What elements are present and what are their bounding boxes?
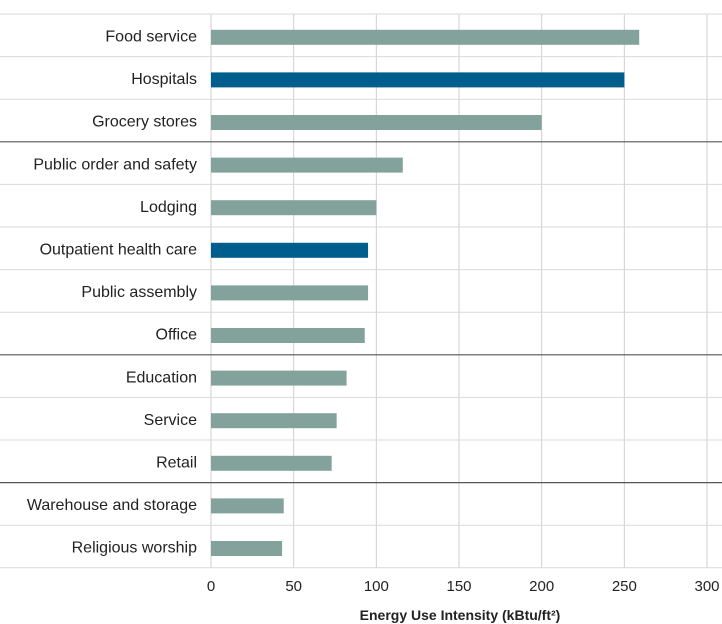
category-label-hospitals: Hospitals xyxy=(131,71,197,88)
bar-office xyxy=(211,328,365,343)
category-label-public-order-and-safety: Public order and safety xyxy=(33,156,197,173)
category-label-religious-worship: Religious worship xyxy=(72,540,197,557)
category-label-outpatient-health-care: Outpatient health care xyxy=(40,242,198,259)
x-tick-label-0: 0 xyxy=(207,578,215,595)
bars xyxy=(211,29,640,556)
x-tick-label-100: 100 xyxy=(364,578,389,595)
bar-food-service xyxy=(211,29,640,45)
grid-lines xyxy=(210,14,708,568)
x-tick-label-50: 50 xyxy=(285,578,302,595)
category-label-retail: Retail xyxy=(156,455,197,472)
category-label-warehouse-and-storage: Warehouse and storage xyxy=(27,497,197,514)
bar-hospitals xyxy=(211,72,625,88)
bar-outpatient-health-care xyxy=(211,242,369,258)
category-label-grocery-stores: Grocery stores xyxy=(92,114,197,131)
x-tick-label-300: 300 xyxy=(694,578,719,595)
bar-public-assembly xyxy=(211,285,369,301)
category-label-service: Service xyxy=(144,412,197,429)
category-label-lodging: Lodging xyxy=(140,199,197,216)
bar-public-order-and-safety xyxy=(211,157,403,173)
bar-education xyxy=(211,370,347,386)
bar-service xyxy=(211,413,337,429)
category-label-office: Office xyxy=(156,327,198,344)
bar-warehouse-and-storage xyxy=(211,498,284,514)
x-tick-label-150: 150 xyxy=(446,578,471,595)
category-label-public-assembly: Public assembly xyxy=(81,284,197,301)
bar-retail xyxy=(211,455,332,471)
category-label-food-service: Food service xyxy=(105,29,197,46)
category-labels: Food service Hospitals Grocery stores Publi… xyxy=(27,29,197,557)
x-tick-label-250: 250 xyxy=(612,578,637,595)
category-label-education: Education xyxy=(126,369,197,386)
x-tick-labels: 0 50 100 150 200 250 300 xyxy=(207,578,720,595)
bar-lodging xyxy=(211,200,377,216)
x-tick-label-200: 200 xyxy=(529,578,554,595)
row-separators xyxy=(0,13,722,569)
x-axis-title: Energy Use Intensity (kBtu/ft²) xyxy=(360,607,561,623)
bar-religious-worship xyxy=(211,541,283,556)
bar-grocery-stores xyxy=(211,115,542,130)
